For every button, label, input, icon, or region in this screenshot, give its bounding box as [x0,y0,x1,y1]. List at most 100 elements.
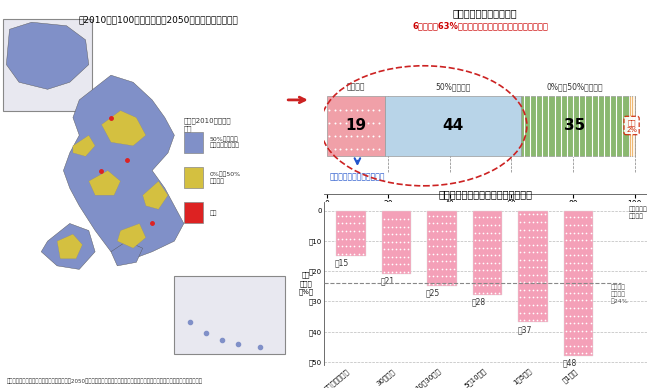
Point [351,120,362,126]
Point [391,216,401,222]
Point [540,264,550,270]
Text: 居住地域の２割が無居住化: 居住地域の２割が無居住化 [329,172,385,181]
Point [540,211,550,218]
Point [346,146,356,152]
Point [540,256,550,263]
Point [486,282,496,288]
Point [586,327,596,334]
Point [581,260,591,266]
Point [368,133,378,139]
Point [353,213,364,219]
Point [565,214,575,220]
Point [428,281,439,287]
Point [387,231,397,237]
Point [353,220,364,227]
Point [581,244,591,251]
Point [520,211,530,218]
Point [565,222,575,228]
Point [382,239,393,245]
Point [444,281,455,287]
Point [494,229,505,236]
Point [399,261,410,267]
Point [424,213,434,219]
Point [569,305,579,311]
Point [391,254,401,260]
Text: 全国平均
の減少率
約24%: 全国平均 の減少率 約24% [611,285,628,304]
Point [337,243,347,249]
Point [561,222,571,228]
Point [382,223,393,230]
Point [577,252,587,258]
Point [474,237,484,243]
Point [569,335,579,341]
Point [515,227,525,233]
Point [448,266,459,272]
Point [561,282,571,288]
Point [395,246,405,252]
Point [444,266,455,272]
Point [340,107,351,113]
Text: －37: －37 [517,325,532,334]
Point [515,309,525,315]
Point [490,290,500,296]
Point [448,243,459,249]
Point [586,237,596,243]
Point [345,213,356,219]
Point [444,213,455,219]
Point [586,297,596,303]
Point [520,302,530,308]
Point [586,275,596,281]
Point [482,222,492,228]
Point [520,227,530,233]
Point [474,244,484,251]
Point [353,236,364,242]
Point [523,302,534,308]
Point [581,320,591,326]
Title: 市区町村の人口規模別の人口減少率: 市区町村の人口規模別の人口減少率 [438,190,532,199]
Point [441,258,451,264]
Point [490,275,500,281]
Point [444,258,455,264]
Point [424,281,434,287]
Point [395,239,405,245]
Point [482,214,492,220]
Point [573,335,584,341]
Point [346,120,356,126]
Point [569,312,579,319]
Point [432,220,443,227]
Point [527,302,538,308]
Point [494,244,505,251]
Point [329,146,340,152]
Point [581,237,591,243]
Point [532,264,542,270]
Point [581,335,591,341]
Point [494,275,505,281]
Point [527,249,538,255]
Point [444,228,455,234]
Point [477,237,488,243]
Bar [385,96,521,156]
Point [486,229,496,236]
Point [470,275,480,281]
Point [324,120,334,126]
Point [470,244,480,251]
Point [441,228,451,234]
Point [357,120,367,126]
Point [536,279,546,286]
Point [561,320,571,326]
Point [523,241,534,248]
Point [340,133,351,139]
Point [536,227,546,233]
Point [349,213,360,219]
Text: 50%以上減少
（無居住化含む）: 50%以上減少 （無居住化含む） [209,136,239,148]
Point [586,267,596,274]
Point [494,222,505,228]
Point [540,309,550,315]
Point [428,266,439,272]
Point [536,241,546,248]
Point [565,312,575,319]
Point [378,216,389,222]
Point [340,146,351,152]
Point [586,252,596,258]
Point [335,146,345,152]
